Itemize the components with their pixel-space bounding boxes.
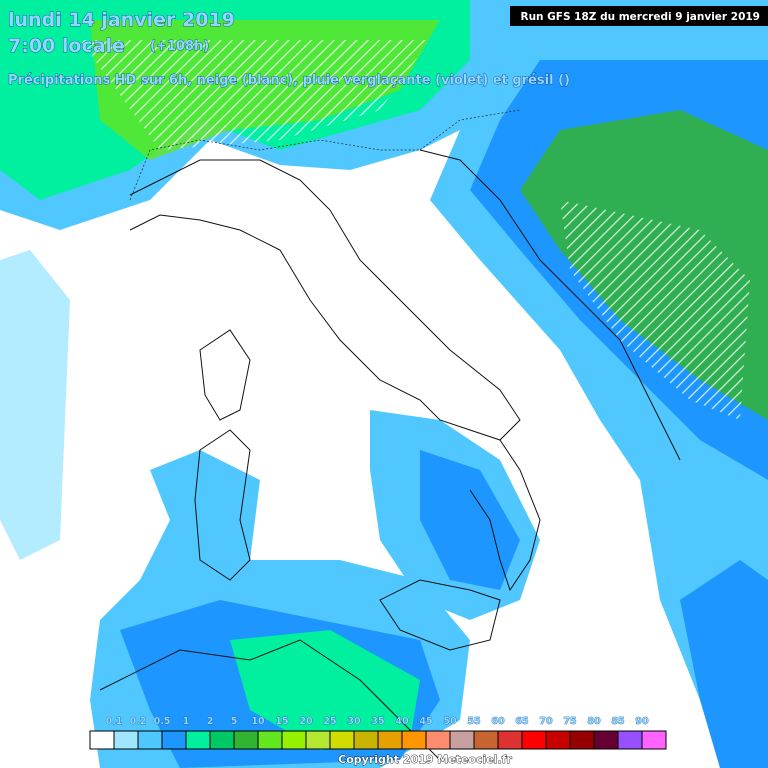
legend-label: 15	[275, 716, 288, 727]
copyright: Copyright 2019 Meteociel.fr	[338, 753, 512, 766]
legend-label: 1	[183, 716, 190, 727]
legend-swatch	[89, 730, 115, 750]
legend-label: 20	[299, 716, 313, 727]
legend-swatch	[137, 730, 163, 750]
forecast-date: lundi 14 janvier 2019	[8, 9, 235, 31]
legend-swatch	[473, 730, 499, 750]
legend-swatch	[641, 730, 667, 750]
legend-swatch	[401, 730, 427, 750]
legend-label: 5	[231, 716, 238, 727]
legend-label: 90	[635, 716, 649, 727]
legend-swatch	[305, 730, 331, 750]
legend-label: 35	[371, 716, 384, 727]
legend-label: 65	[515, 716, 528, 727]
legend-label: 75	[563, 716, 576, 727]
legend-swatch	[377, 730, 403, 750]
legend-swatch	[161, 730, 187, 750]
lead-time: (+108h)	[150, 39, 209, 54]
legend-swatch	[233, 730, 259, 750]
legend-label: 0.1	[106, 716, 123, 727]
legend-swatch	[617, 730, 643, 750]
run-info: Run GFS 18Z du mercredi 9 janvier 2019	[520, 11, 760, 23]
legend: 0.1 0.2 0.5 1 2 5 10 15 20 25 30 35 40 45 50 55 60 65 70 75…	[89, 716, 667, 750]
legend-label: 80	[587, 716, 601, 727]
legend-label: 50	[443, 716, 457, 727]
legend-swatch	[521, 730, 547, 750]
legend-label: 30	[347, 716, 361, 727]
legend-swatch	[209, 730, 235, 750]
legend-swatch	[281, 730, 307, 750]
legend-label: 40	[395, 716, 409, 727]
legend-swatch	[569, 730, 595, 750]
legend-swatch	[353, 730, 379, 750]
legend-label: 85	[611, 716, 624, 727]
legend-label: 45	[419, 716, 432, 727]
legend-swatch	[329, 730, 355, 750]
run-box	[510, 6, 768, 26]
subtitle: Précipitations HD sur 6h, neige (blanc),…	[8, 73, 570, 88]
legend-label: 0.2	[130, 716, 147, 727]
legend-swatch	[113, 730, 139, 750]
legend-label: 70	[539, 716, 553, 727]
legend-label: 10	[251, 716, 265, 727]
legend-swatch	[425, 730, 451, 750]
legend-swatch	[497, 730, 523, 750]
legend-swatch	[185, 730, 211, 750]
legend-label: 0.5	[154, 716, 171, 727]
legend-swatch	[257, 730, 283, 750]
legend-label: 55	[467, 716, 480, 727]
legend-label: 60	[491, 716, 505, 727]
coastlines	[99, 109, 681, 761]
legend-label: 2	[207, 716, 214, 727]
legend-swatch	[449, 730, 475, 750]
forecast-time: 7:00 locale	[8, 35, 125, 57]
legend-label: 25	[323, 716, 336, 727]
legend-swatch	[545, 730, 571, 750]
legend-swatch	[593, 730, 619, 750]
